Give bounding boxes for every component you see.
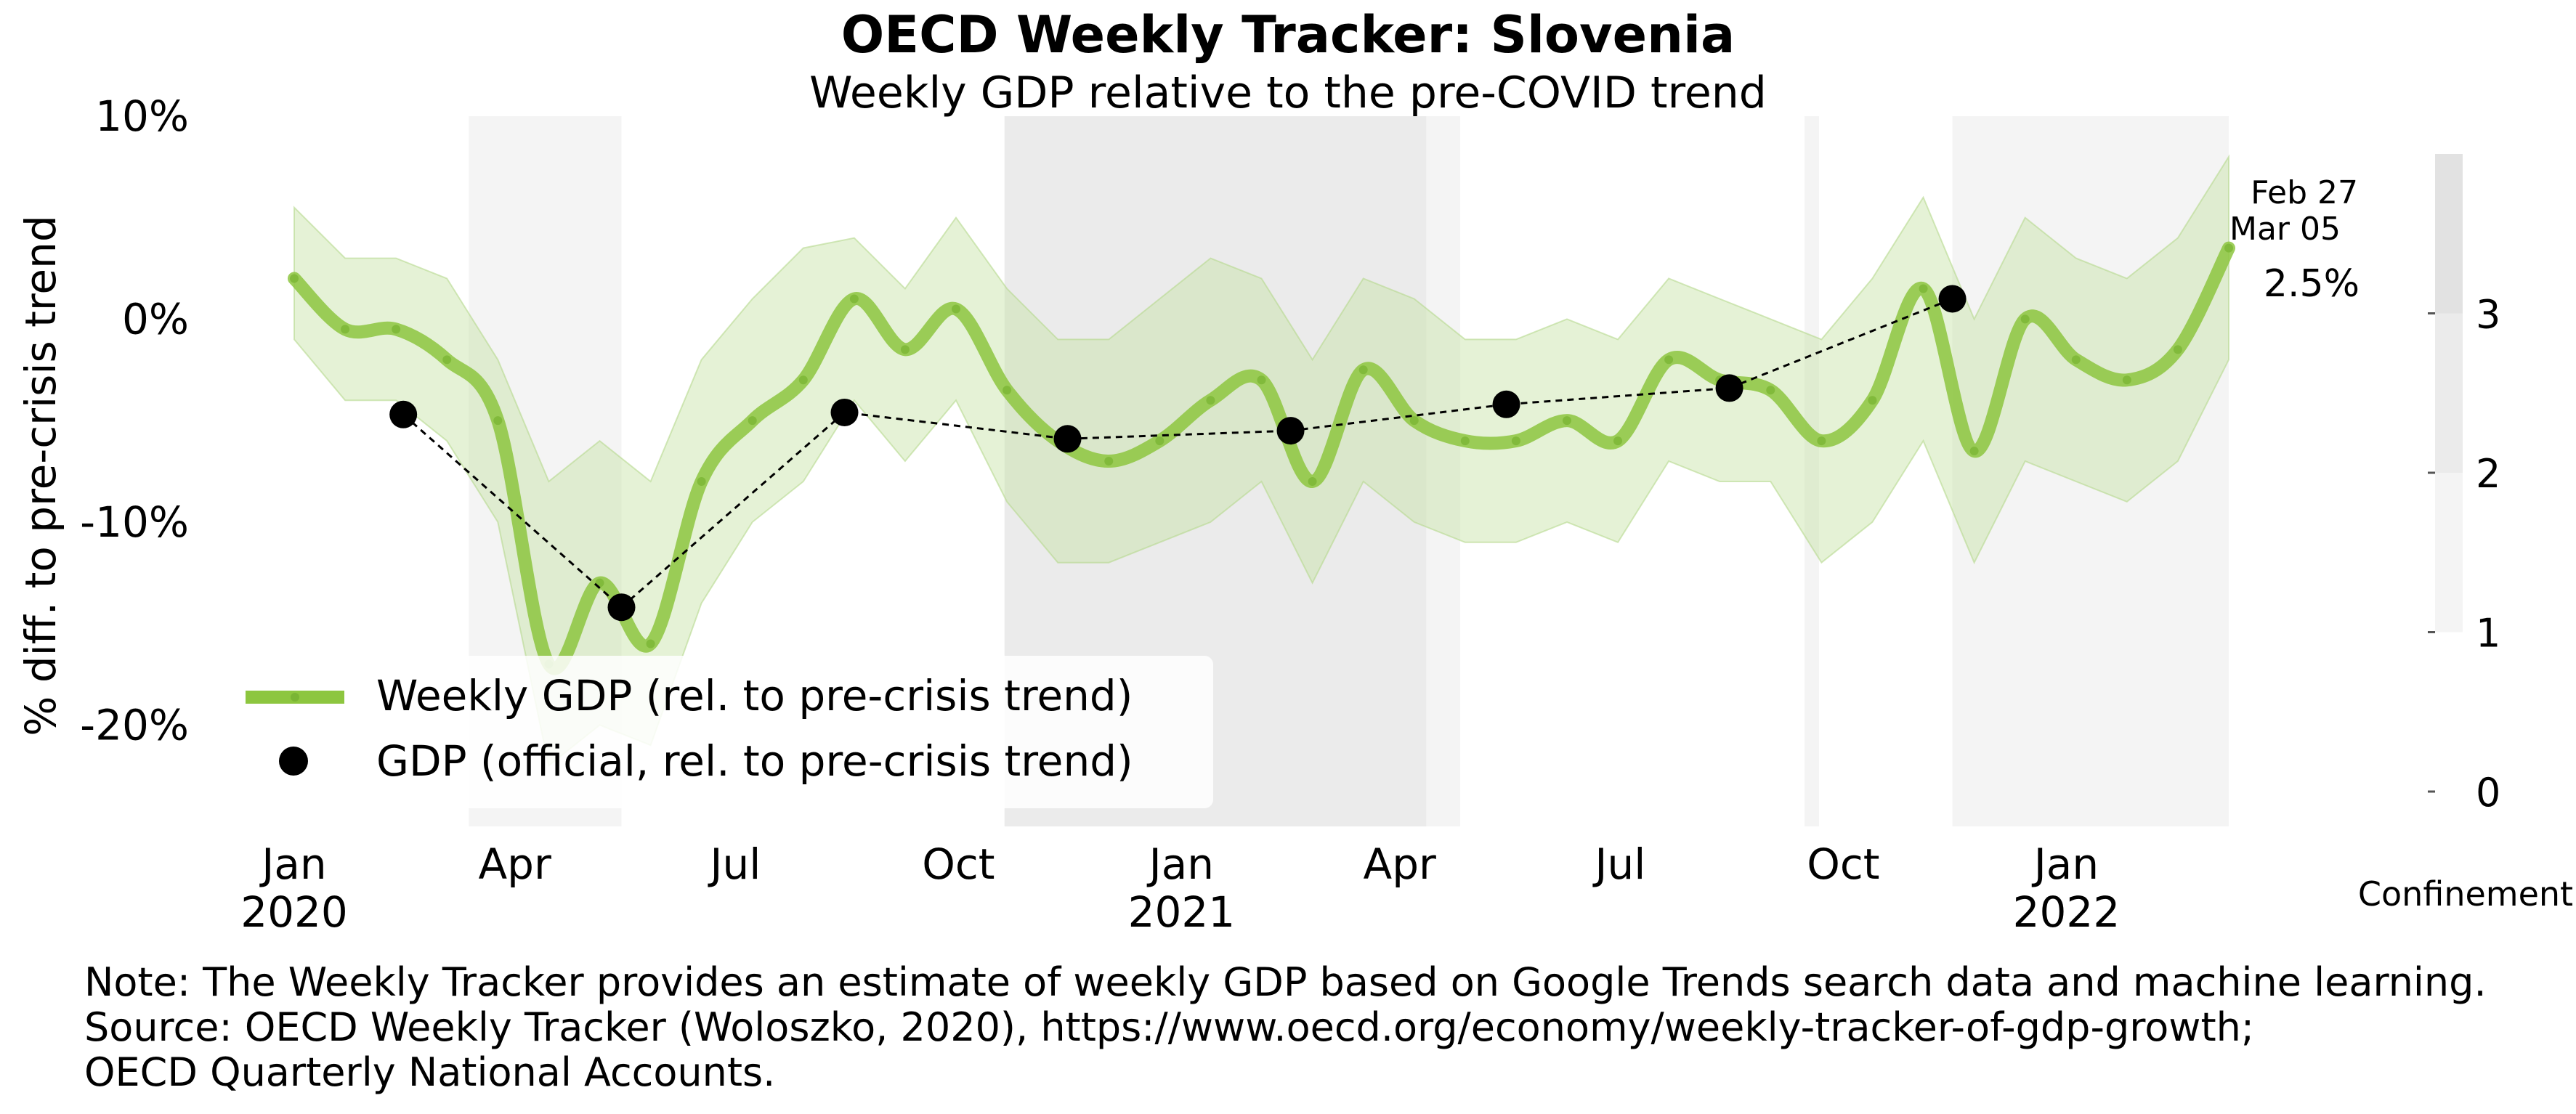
weekly-gdp-point-16 <box>1104 457 1114 466</box>
y-tick-label-3: -20% <box>80 700 189 749</box>
x-tick-label-4: Jan <box>1147 839 1214 889</box>
official-gdp-line <box>402 298 1953 609</box>
annotation-last-value: 2.5% <box>2264 262 2360 306</box>
x-tick-label-2: Jul <box>708 839 761 889</box>
note-line-2: Source: OECD Weekly Tracker (Woloszko, 2… <box>84 1004 2255 1050</box>
weekly-gdp-point-19 <box>1257 375 1266 385</box>
official-gdp-point-4 <box>1276 417 1305 445</box>
confinement-label: Confinement <box>2358 874 2573 914</box>
weekly-gdp-point-31 <box>1868 396 1877 405</box>
weekly-gdp-point-4 <box>493 416 503 426</box>
colorbar-tick-label-3: 3 <box>2476 292 2500 338</box>
legend-weekly-dot <box>291 693 299 702</box>
annotation-date-1: Feb 27 <box>2251 174 2358 211</box>
weekly-gdp-point-0 <box>290 274 299 283</box>
note-line-1: Note: The Weekly Tracker provides an est… <box>84 959 2487 1005</box>
confinement-band-3 <box>1805 116 1820 826</box>
legend-official-marker <box>279 747 308 776</box>
x-tick-label-8: Jan <box>2032 839 2099 889</box>
x-tick-year-0: 2020 <box>240 887 348 937</box>
weekly-gdp-point-20 <box>1308 476 1317 486</box>
weekly-gdp-point-33 <box>1969 447 1979 456</box>
weekly-gdp-series <box>288 241 2235 675</box>
confinement-band-4 <box>1952 116 2229 826</box>
weekly-gdp-point-29 <box>1766 386 1775 395</box>
weekly-gdp-point-17 <box>1155 436 1165 446</box>
confidence-band <box>293 154 2229 767</box>
weekly-gdp-point-30 <box>1817 436 1826 446</box>
y-tick-label-2: -10% <box>80 497 189 547</box>
x-tick-year-8: 2022 <box>2013 887 2121 937</box>
colorbar-tick-label-1: 1 <box>2476 611 2500 656</box>
official-gdp-point-2 <box>830 398 859 426</box>
note-line-3: OECD Quarterly National Accounts. <box>84 1049 776 1095</box>
legend-box <box>234 656 1213 808</box>
weekly-gdp-point-10 <box>798 375 808 385</box>
weekly-gdp-point-12 <box>900 345 910 354</box>
official-gdp-point-7 <box>1938 285 1967 313</box>
chart-subtitle: Weekly GDP relative to the pre-COVID tre… <box>809 68 1767 118</box>
weekly-gdp-point-25 <box>1562 416 1571 426</box>
weekly-gdp-point-18 <box>1206 396 1215 405</box>
confinement-bands <box>469 116 2229 826</box>
colorbar-segment-1 <box>2435 473 2463 633</box>
legend: Weekly GDP (rel. to pre-crisis trend) GD… <box>234 656 1213 808</box>
official-gdp-point-3 <box>1053 425 1082 453</box>
weekly-gdp-point-11 <box>849 294 859 304</box>
weekly-gdp-point-21 <box>1358 365 1368 375</box>
y-axis: 10% 0% -10% -20% <box>80 92 189 749</box>
weekly-gdp-point-36 <box>2122 375 2131 385</box>
y-tick-label-0: 10% <box>95 92 189 141</box>
colorbar-tick-label-2: 2 <box>2476 451 2500 497</box>
weekly-gdp-point-34 <box>2020 314 2030 324</box>
weekly-gdp-point-3 <box>442 355 452 365</box>
colorbar-segment-3 <box>2435 154 2463 314</box>
x-tick-label-1: Apr <box>479 839 551 889</box>
weekly-gdp-point-32 <box>1919 284 1928 293</box>
official-gdp-point-0 <box>389 400 418 428</box>
weekly-gdp-point-7 <box>646 639 655 649</box>
legend-weekly-label: Weekly GDP (rel. to pre-crisis trend) <box>376 671 1133 720</box>
weekly-gdp-point-37 <box>2173 345 2182 354</box>
x-tick-label-3: Oct <box>922 839 995 889</box>
weekly-gdp-point-14 <box>1003 386 1012 395</box>
weekly-gdp-point-26 <box>1613 436 1623 446</box>
weekly-gdp-point-2 <box>392 325 401 334</box>
legend-official-label: GDP (official, rel. to pre-crisis trend) <box>376 736 1133 786</box>
annotation-date-2: Mar 05 <box>2229 211 2341 248</box>
confinement-band-2 <box>1426 116 1461 826</box>
x-tick-label-5: Apr <box>1364 839 1436 889</box>
weekly-gdp-point-8 <box>697 476 706 486</box>
official-gdp-point-6 <box>1715 374 1743 402</box>
weekly-gdp-point-1 <box>341 325 350 334</box>
x-tick-year-4: 2021 <box>1128 887 1236 937</box>
weekly-gdp-point-24 <box>1511 436 1520 446</box>
weekly-gdp-point-23 <box>1460 436 1470 446</box>
chart-title: OECD Weekly Tracker: Slovenia <box>841 5 1735 65</box>
y-tick-label-1: 0% <box>122 294 189 343</box>
y-axis-label: % diff. to pre-crisis trend <box>16 215 65 736</box>
official-gdp-point-1 <box>607 593 636 622</box>
weekly-gdp-point-38 <box>2224 243 2233 253</box>
x-tick-label-0: Jan <box>259 839 326 889</box>
x-tick-label-6: Jul <box>1592 839 1645 889</box>
weekly-gdp-point-27 <box>1664 355 1674 365</box>
weekly-gdp-point-13 <box>952 304 961 314</box>
official-gdp-series <box>389 285 1967 622</box>
weekly-gdp-point-22 <box>1409 416 1419 426</box>
official-gdp-point-5 <box>1492 390 1520 418</box>
confinement-legend: Confinement 0 1 2 3 <box>2358 154 2573 914</box>
weekly-gdp-point-9 <box>748 416 757 426</box>
colorbar-tick-label-0: 0 <box>2476 770 2500 816</box>
colorbar-segment-2 <box>2435 313 2463 473</box>
end-annotation: Feb 27 Mar 05 2.5% <box>2229 174 2360 306</box>
x-tick-label-7: Oct <box>1807 839 1879 889</box>
weekly-gdp-point-35 <box>2071 355 2081 365</box>
confidence-band-area <box>293 154 2229 767</box>
